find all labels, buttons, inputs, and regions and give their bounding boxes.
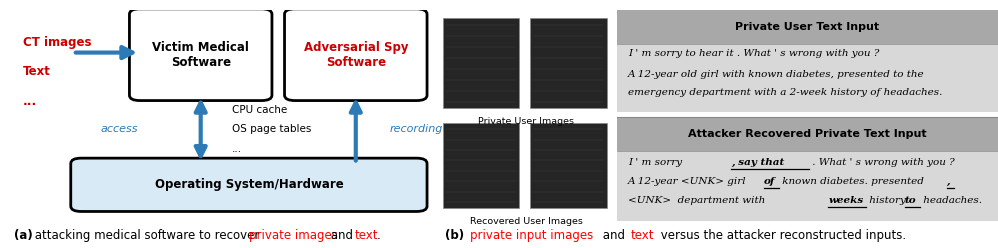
Text: Private User Text Input: Private User Text Input — [736, 22, 879, 32]
Bar — [442, 18, 519, 108]
Text: Recovered User Images: Recovered User Images — [470, 217, 583, 226]
FancyBboxPatch shape — [284, 9, 427, 101]
Text: .: . — [377, 229, 380, 242]
Text: and: and — [599, 229, 629, 242]
Bar — [442, 123, 519, 208]
Text: to: to — [904, 196, 916, 205]
Text: A 12-year old girl with known diabetes, presented to the: A 12-year old girl with known diabetes, … — [628, 70, 925, 79]
Text: attacking medical software to recover: attacking medical software to recover — [31, 229, 263, 242]
Text: private images: private images — [249, 229, 337, 242]
Text: Attacker Recovered Private Text Input: Attacker Recovered Private Text Input — [688, 129, 927, 139]
Text: headaches.: headaches. — [920, 196, 982, 205]
Text: text: text — [631, 229, 655, 242]
Text: emergency department with a 2-week history of headaches.: emergency department with a 2-week histo… — [628, 88, 942, 96]
Bar — [617, 44, 998, 112]
Text: (a): (a) — [14, 229, 33, 242]
Text: Operating System/Hardware: Operating System/Hardware — [155, 178, 343, 191]
Text: CPU cache: CPU cache — [233, 105, 287, 115]
Text: ...: ... — [233, 144, 243, 154]
Text: history: history — [866, 196, 909, 205]
Text: of: of — [763, 177, 774, 186]
Text: Adversarial Spy
Software: Adversarial Spy Software — [303, 41, 408, 69]
Text: CT images: CT images — [23, 35, 91, 49]
Text: ...: ... — [23, 95, 37, 108]
Text: known diabetes. presented: known diabetes. presented — [778, 177, 927, 186]
Text: Victim Medical
Software: Victim Medical Software — [153, 41, 250, 69]
Text: text: text — [354, 229, 378, 242]
FancyBboxPatch shape — [130, 9, 271, 101]
Text: (b): (b) — [445, 229, 464, 242]
Text: Private User Images: Private User Images — [478, 117, 575, 125]
Text: ,: , — [946, 177, 950, 186]
Text: I ' m sorry: I ' m sorry — [628, 158, 686, 167]
Bar — [617, 117, 998, 151]
Text: versus the attacker reconstructed inputs.: versus the attacker reconstructed inputs… — [657, 229, 906, 242]
Text: I ' m sorry to hear it . What ' s wrong with you ?: I ' m sorry to hear it . What ' s wrong … — [628, 49, 879, 58]
Text: Text: Text — [23, 65, 51, 78]
Text: recording: recording — [390, 124, 443, 134]
Text: private input images: private input images — [470, 229, 594, 242]
Text: A 12-year <UNK> girl: A 12-year <UNK> girl — [628, 177, 750, 186]
Bar — [530, 123, 607, 208]
Bar — [617, 151, 998, 221]
Bar — [617, 10, 998, 44]
Text: weeks: weeks — [828, 196, 863, 205]
Text: , say that: , say that — [732, 158, 784, 167]
Text: and: and — [326, 229, 356, 242]
Text: . What ' s wrong with you ?: . What ' s wrong with you ? — [809, 158, 955, 167]
FancyBboxPatch shape — [71, 158, 427, 212]
Bar — [530, 18, 607, 108]
Text: OS page tables: OS page tables — [233, 124, 311, 134]
Text: <UNK>  department with: <UNK> department with — [628, 196, 768, 205]
Text: access: access — [100, 124, 138, 134]
